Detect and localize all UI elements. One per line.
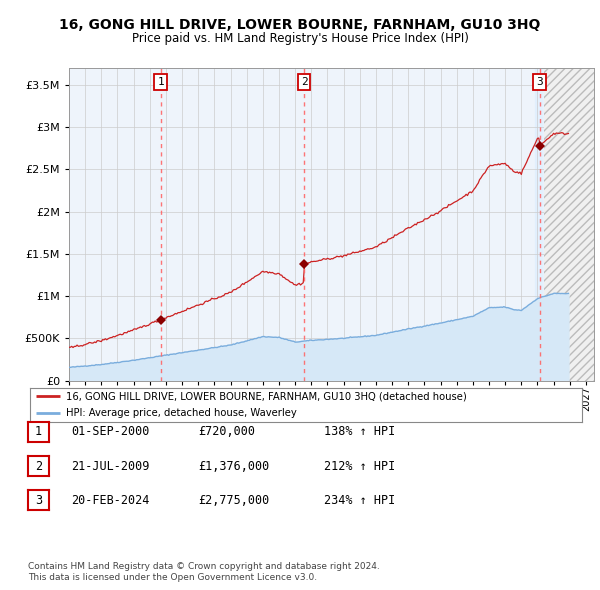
Text: Contains HM Land Registry data © Crown copyright and database right 2024.: Contains HM Land Registry data © Crown c… [28, 562, 380, 571]
Text: 20-FEB-2024: 20-FEB-2024 [71, 494, 149, 507]
Text: 3: 3 [536, 77, 543, 87]
Text: 2: 2 [301, 77, 307, 87]
Text: HPI: Average price, detached house, Waverley: HPI: Average price, detached house, Wave… [66, 408, 296, 418]
Text: 01-SEP-2000: 01-SEP-2000 [71, 425, 149, 438]
Text: 138% ↑ HPI: 138% ↑ HPI [324, 425, 395, 438]
Text: This data is licensed under the Open Government Licence v3.0.: This data is licensed under the Open Gov… [28, 572, 317, 582]
Text: 1: 1 [35, 425, 42, 438]
Bar [544, 68, 594, 381]
Text: 16, GONG HILL DRIVE, LOWER BOURNE, FARNHAM, GU10 3HQ: 16, GONG HILL DRIVE, LOWER BOURNE, FARNH… [59, 18, 541, 32]
Text: £2,775,000: £2,775,000 [198, 494, 269, 507]
Text: 212% ↑ HPI: 212% ↑ HPI [324, 460, 395, 473]
Text: 234% ↑ HPI: 234% ↑ HPI [324, 494, 395, 507]
Bar [544, 68, 594, 381]
Text: 3: 3 [35, 494, 42, 507]
Text: Price paid vs. HM Land Registry's House Price Index (HPI): Price paid vs. HM Land Registry's House … [131, 32, 469, 45]
Text: 1: 1 [157, 77, 164, 87]
Text: 2: 2 [35, 460, 42, 473]
Text: £720,000: £720,000 [198, 425, 255, 438]
Text: £1,376,000: £1,376,000 [198, 460, 269, 473]
Bar [535, 68, 544, 381]
Text: 21-JUL-2009: 21-JUL-2009 [71, 460, 149, 473]
Text: 16, GONG HILL DRIVE, LOWER BOURNE, FARNHAM, GU10 3HQ (detached house): 16, GONG HILL DRIVE, LOWER BOURNE, FARNH… [66, 391, 467, 401]
